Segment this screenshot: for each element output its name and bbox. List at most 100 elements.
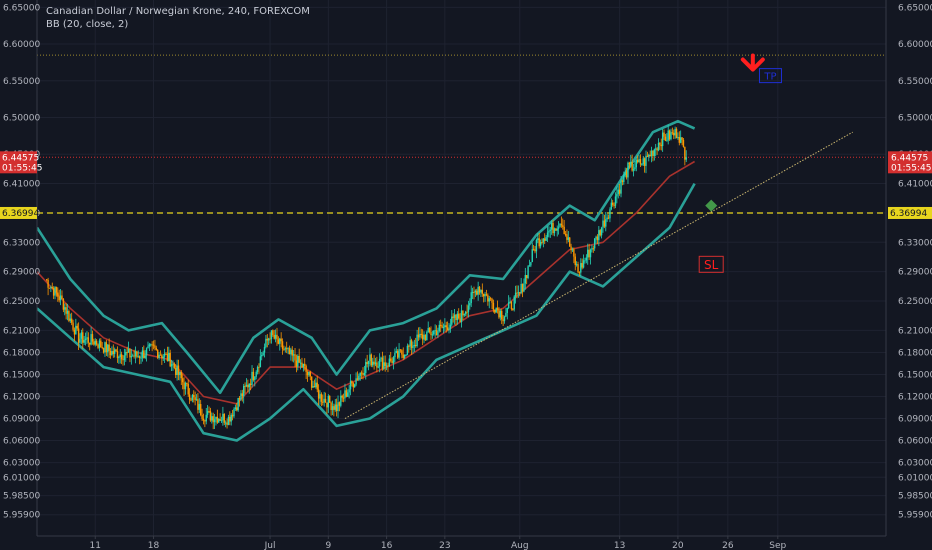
candle-body xyxy=(544,238,546,241)
candle-body xyxy=(68,311,70,321)
candle-body xyxy=(435,330,438,336)
candle-body xyxy=(639,159,642,165)
candle-body xyxy=(519,292,521,294)
candle-body xyxy=(666,140,668,142)
candle-body xyxy=(513,296,515,310)
candle-body xyxy=(238,398,241,400)
candle-body xyxy=(431,334,434,336)
candle-body xyxy=(274,334,277,339)
ascending-trendline xyxy=(344,131,853,419)
candle-body xyxy=(618,189,621,194)
annotations[interactable]: SL TP xyxy=(698,53,782,273)
candle-body xyxy=(642,158,644,165)
candle-body xyxy=(152,344,155,346)
candle-body xyxy=(646,155,649,157)
candle-body xyxy=(231,414,234,417)
candle-body xyxy=(337,402,339,412)
left-level-tag-bg xyxy=(0,206,37,219)
candle-body xyxy=(620,180,622,194)
candle-body xyxy=(416,334,418,346)
y-tick-label: 6.01000 xyxy=(3,473,40,483)
candle-body xyxy=(116,351,119,359)
candle-body xyxy=(301,362,303,368)
y-tick-label: 6.41000 xyxy=(898,180,932,190)
candle-body xyxy=(64,307,66,310)
right-level-tag-bg xyxy=(888,206,932,219)
candle-body xyxy=(342,397,345,399)
candle-body xyxy=(281,341,284,349)
candle-body xyxy=(685,157,687,160)
candle-body xyxy=(305,365,307,372)
candle-body xyxy=(510,301,513,310)
candle-body xyxy=(119,354,121,358)
candle-body xyxy=(532,249,535,251)
candle-body xyxy=(426,331,428,341)
candle-body xyxy=(80,332,83,339)
candle-body xyxy=(306,371,309,376)
candle-body xyxy=(256,366,259,372)
candle-body xyxy=(223,413,225,423)
candle-body xyxy=(553,228,556,234)
candle-body xyxy=(528,265,531,267)
candle-body xyxy=(317,389,320,399)
chart-header: Canadian Dollar / Norwegian Krone, 240, … xyxy=(46,5,310,31)
candle-body xyxy=(66,311,69,314)
candle-body xyxy=(138,356,141,359)
candle-body xyxy=(55,286,58,293)
candle-body xyxy=(449,324,452,329)
candle-body xyxy=(91,334,94,342)
candle-body xyxy=(358,375,360,380)
candle-body xyxy=(297,355,299,367)
candle-body xyxy=(367,360,370,365)
trendline[interactable] xyxy=(344,131,853,419)
candle-body xyxy=(190,399,192,401)
left-price-axis[interactable]: 6.650006.600006.550006.500006.450006.410… xyxy=(0,0,40,536)
candle-body xyxy=(331,406,334,410)
candle-body xyxy=(434,330,436,332)
candle-body xyxy=(159,354,162,356)
candle-body xyxy=(324,398,327,403)
candle-body xyxy=(650,150,653,157)
y-tick-label: 5.98500 xyxy=(3,492,40,502)
candle-body xyxy=(653,149,656,156)
candle-body xyxy=(643,158,646,166)
candle-body xyxy=(254,376,256,380)
candle-body xyxy=(441,325,443,328)
candle-body xyxy=(195,399,198,401)
candle-body xyxy=(476,290,478,295)
price-series xyxy=(46,124,687,430)
candle-body xyxy=(566,234,568,240)
stop-loss-box xyxy=(698,255,724,273)
candle-body xyxy=(95,340,98,345)
candle-body xyxy=(230,414,232,422)
candle-body xyxy=(59,295,62,301)
x-tick-label: 11 xyxy=(90,541,101,550)
time-axis[interactable]: 11 18 Jul 9 16 23 Aug 13 20 26 Sep xyxy=(37,535,886,550)
candle-body xyxy=(487,295,489,302)
candle-body xyxy=(187,383,189,395)
right-price-axis[interactable]: 6.650006.600006.550006.500006.450006.410… xyxy=(885,0,932,536)
candle-body xyxy=(52,288,55,296)
candle-body xyxy=(73,329,76,335)
candle-body xyxy=(244,385,246,387)
indicator-legend[interactable]: BB (20, close, 2) xyxy=(46,19,129,30)
candle-body xyxy=(220,420,223,422)
y-tick-label: 6.25000 xyxy=(3,297,40,307)
candle-body xyxy=(360,372,363,374)
candle-body xyxy=(621,180,624,183)
candle-body xyxy=(408,345,410,347)
candle-body xyxy=(659,142,661,145)
candle-body xyxy=(175,367,177,375)
candle-body xyxy=(72,322,74,330)
candle-body xyxy=(283,348,285,350)
candle-body xyxy=(273,335,275,339)
x-tick-label: Sep xyxy=(769,541,786,550)
candle-body xyxy=(442,326,445,328)
candle-body xyxy=(97,344,99,348)
candle-body xyxy=(304,363,306,366)
candle-body xyxy=(617,189,619,195)
candle-body xyxy=(147,346,149,349)
candle-body xyxy=(369,354,371,361)
y-tick-label: 6.41000 xyxy=(3,180,40,190)
